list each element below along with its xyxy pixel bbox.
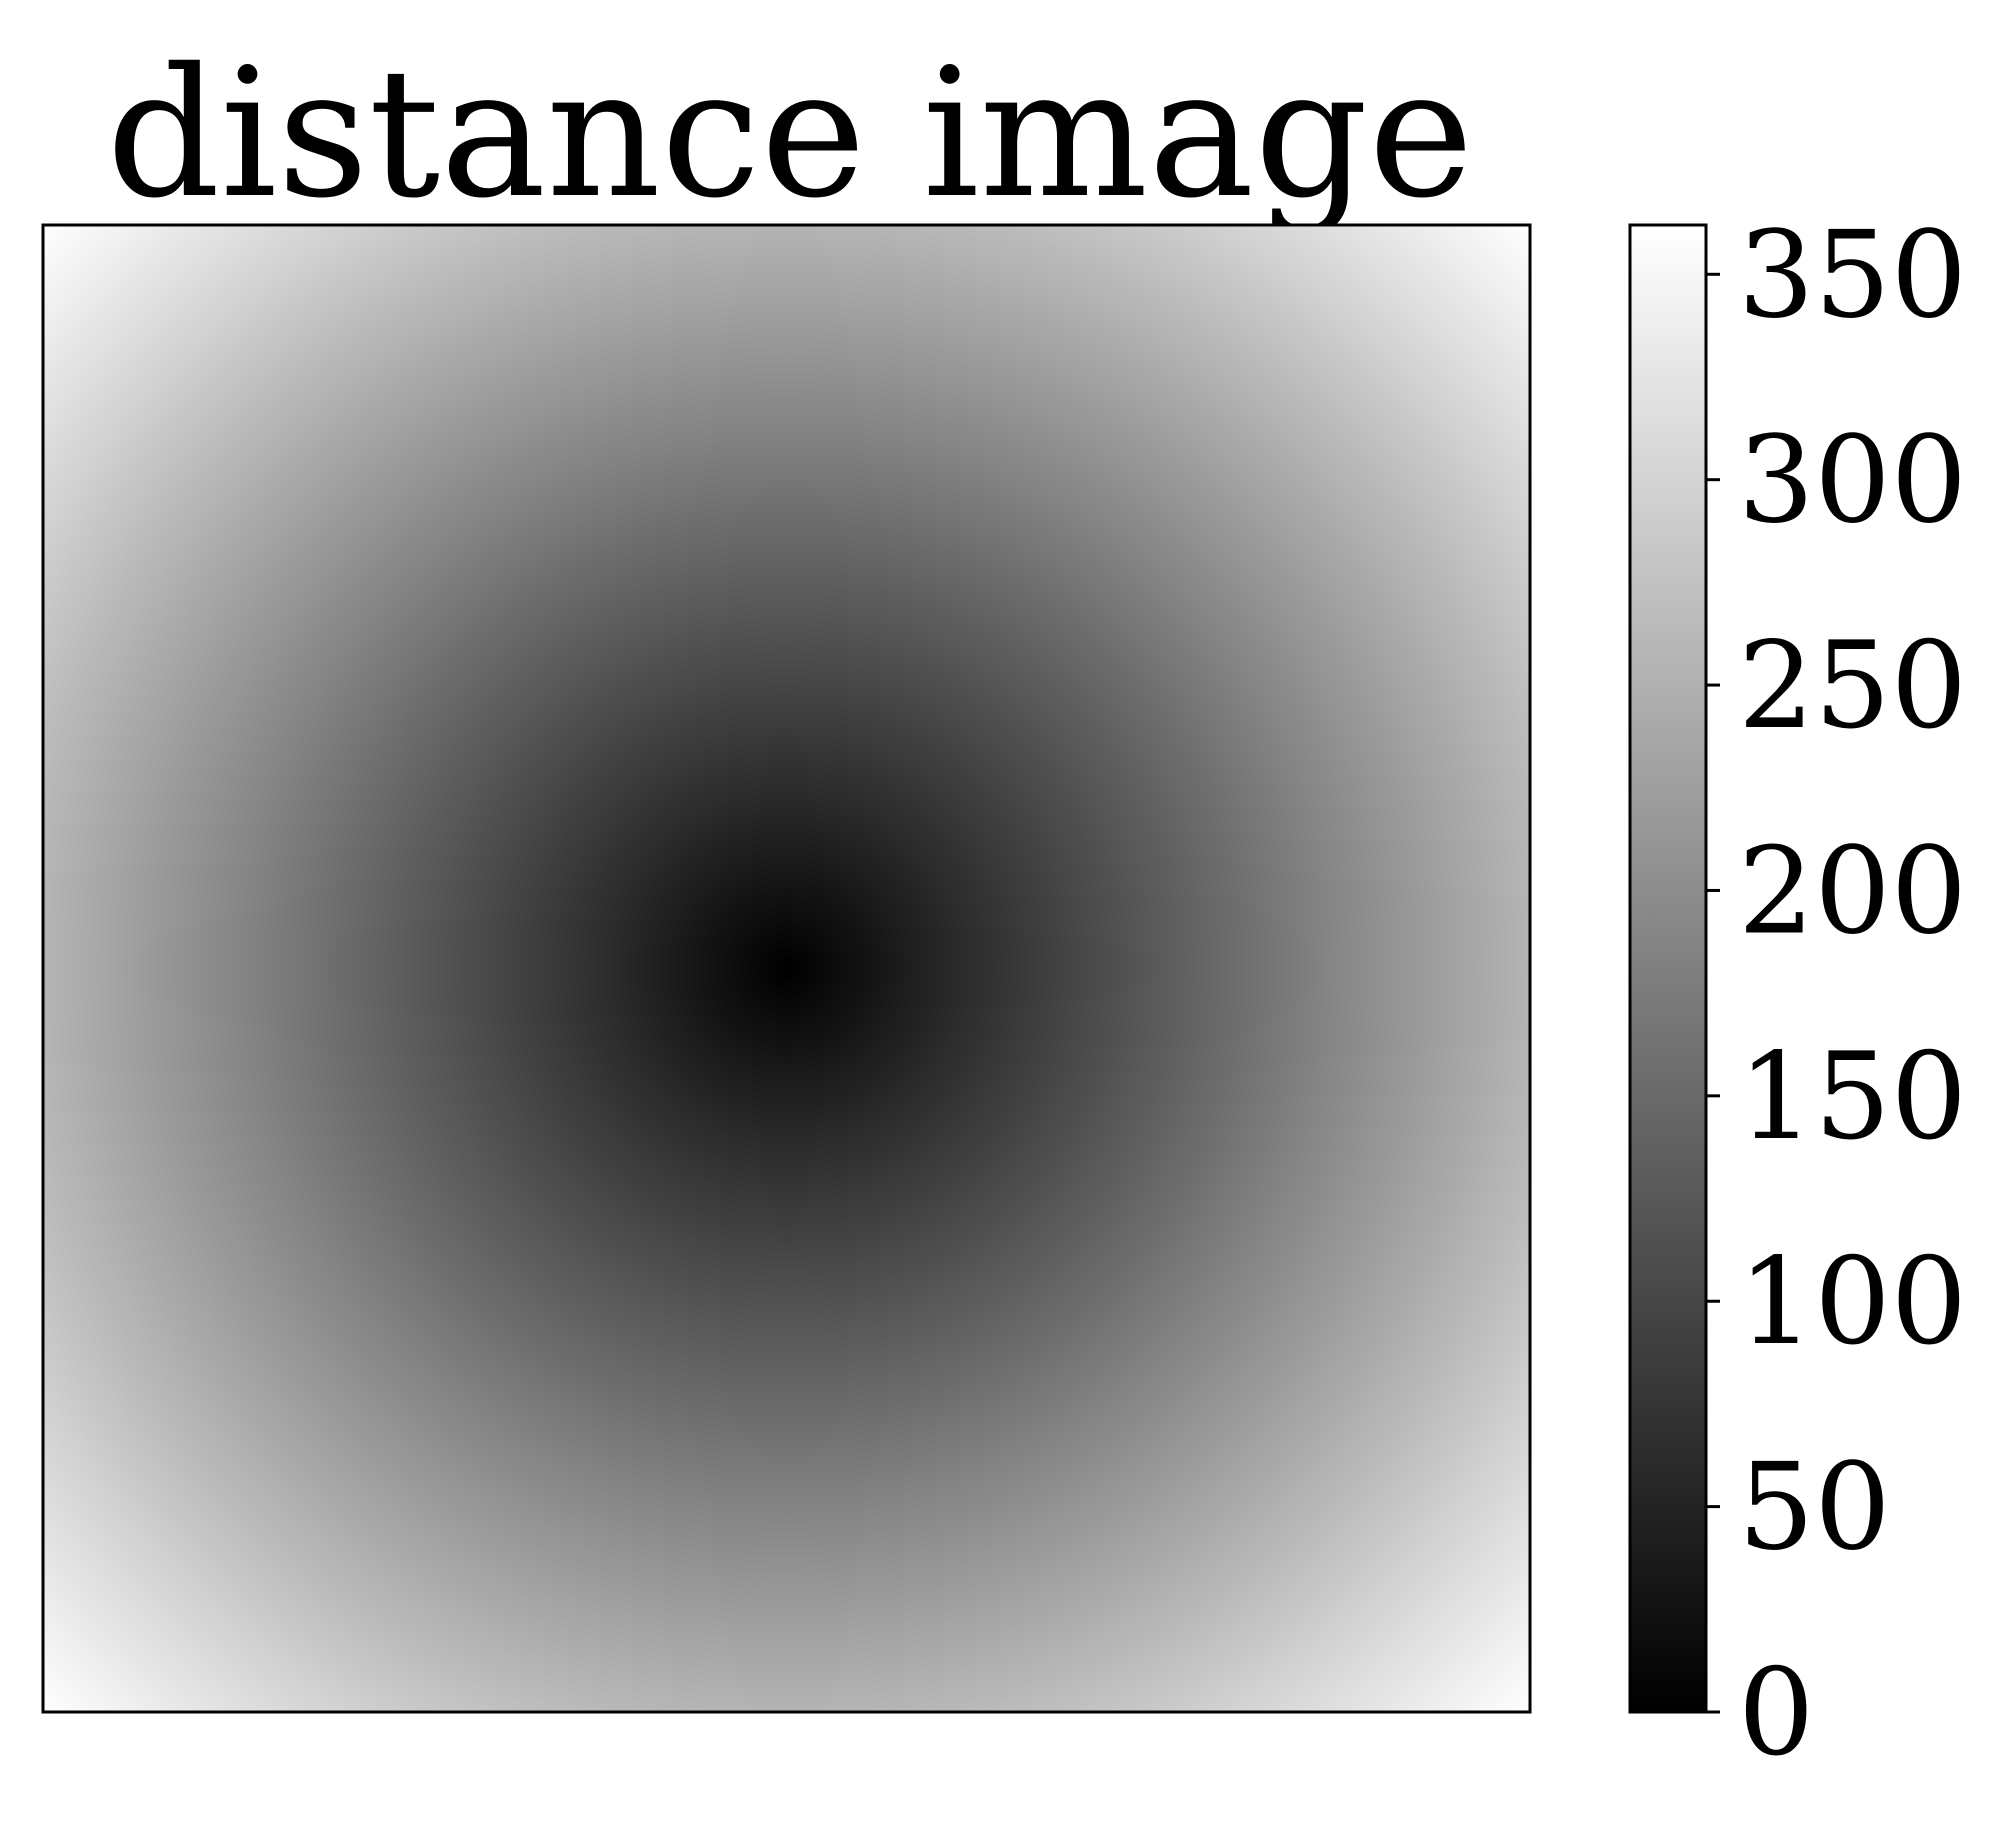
colorbar-tick-label: 100 <box>1738 1233 1967 1372</box>
distance-heatmap <box>41 223 1532 1714</box>
colorbar-tick-label: 300 <box>1738 412 1967 551</box>
colorbar-ticks: 0 50 100 150 200 250 300 350 <box>1706 206 1967 1783</box>
colorbar: 0 50 100 150 200 250 300 350 <box>1628 206 1967 1783</box>
chart-title: distance image <box>106 30 1473 237</box>
colorbar-frame <box>1628 223 1708 1714</box>
colorbar-tick-label: 250 <box>1738 617 1967 756</box>
colorbar-tick-label: 50 <box>1738 1439 1891 1578</box>
colorbar-tick-label: 350 <box>1738 206 1967 345</box>
heatmap-image <box>43 225 1530 1712</box>
heatmap-frame <box>41 223 1532 1714</box>
colorbar-tick-label: 0 <box>1738 1644 1814 1783</box>
colorbar-tick-label: 200 <box>1738 822 1967 961</box>
colorbar-tick-label: 150 <box>1738 1028 1967 1167</box>
colorbar-fill <box>1630 225 1706 1712</box>
